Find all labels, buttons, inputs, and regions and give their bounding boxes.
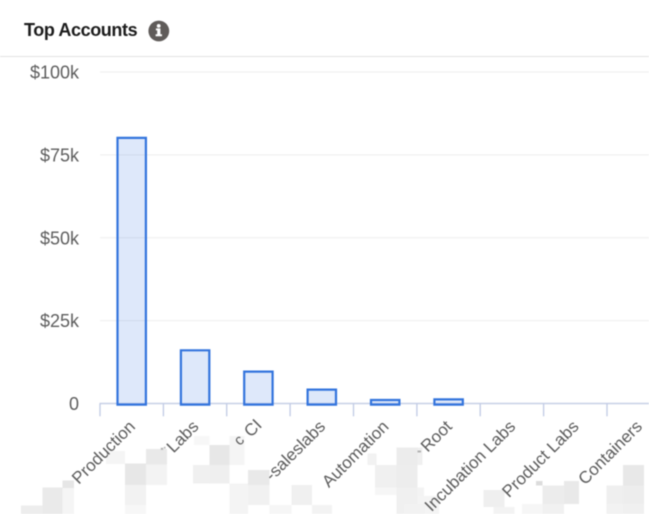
svg-text:Top Accounts: Top Accounts: [24, 20, 138, 40]
svg-text:$25k: $25k: [40, 311, 80, 331]
svg-text:$50k: $50k: [40, 228, 80, 248]
svg-text:$75k: $75k: [40, 145, 80, 165]
svg-text:0: 0: [69, 394, 79, 414]
svg-text:$100k: $100k: [30, 63, 80, 83]
